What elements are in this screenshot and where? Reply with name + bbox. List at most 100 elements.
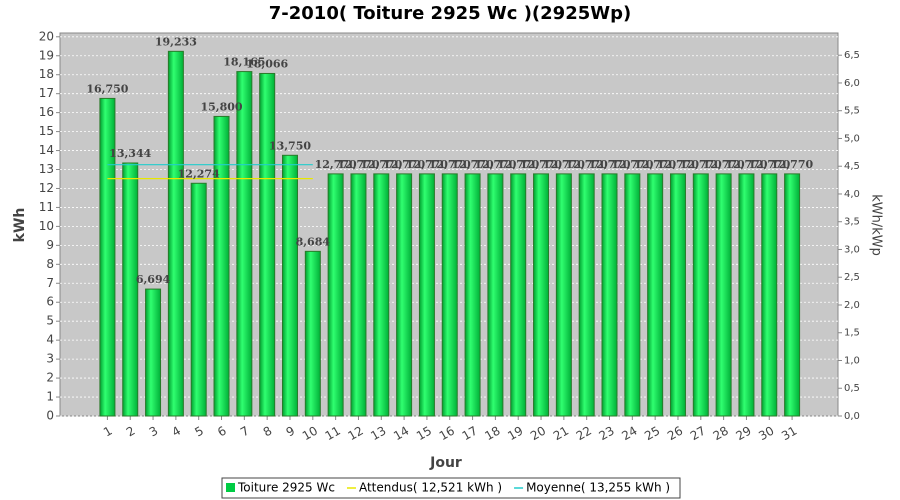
value-label: 8,684	[296, 235, 331, 248]
value-label: 12,770	[680, 158, 722, 171]
bar	[624, 173, 641, 417]
x-tick-label: 18	[482, 424, 502, 444]
bar	[784, 173, 801, 417]
x-tick-label: 9	[284, 424, 298, 440]
bar	[350, 173, 367, 417]
bar	[761, 173, 778, 417]
bar	[190, 182, 207, 417]
chart-title: 7-2010( Toiture 2925 Wc )(2925Wp)	[269, 3, 631, 24]
value-label: 12,770	[634, 158, 676, 171]
y2-tick-label: 1,5	[844, 328, 860, 339]
bar	[487, 173, 504, 417]
x-tick-label: 13	[368, 424, 388, 444]
x-tick-label: 21	[551, 424, 571, 444]
bar	[601, 173, 618, 417]
bar	[327, 173, 344, 417]
bar	[304, 250, 321, 417]
y2-tick-label: 6,0	[844, 78, 860, 89]
bar	[259, 72, 276, 417]
legend-swatch	[226, 483, 235, 492]
bar	[692, 173, 709, 417]
x-tick-label: 7	[238, 424, 252, 440]
bar	[213, 115, 230, 417]
bar	[578, 173, 595, 417]
bar	[533, 173, 550, 417]
y-tick-label: 11	[39, 200, 54, 214]
x-tick-label: 12	[345, 424, 365, 444]
y2-tick-label: 5,0	[844, 133, 860, 144]
y-tick-label: 3	[46, 352, 54, 366]
x-tick-label: 22	[574, 424, 594, 444]
bar	[738, 173, 755, 417]
y2-tick-label: 3,5	[844, 217, 860, 228]
value-label: 12,770	[543, 158, 585, 171]
value-label: 12,770	[315, 158, 357, 171]
value-label: 12,770	[611, 158, 653, 171]
y2-tick-label: 4,5	[844, 161, 860, 172]
x-tick-label: 16	[437, 424, 457, 444]
value-label: 6,694	[136, 273, 171, 286]
value-label: 12,770	[703, 158, 745, 171]
x-tick-label: 10	[300, 424, 320, 444]
y-tick-label: 20	[39, 29, 54, 43]
x-tick-label: 28	[711, 424, 731, 444]
value-label: 13,344	[109, 147, 151, 160]
bar	[510, 173, 527, 417]
x-tick-label: 30	[756, 424, 776, 444]
y2-tick-label: 2,5	[844, 272, 860, 283]
value-label: 16,750	[86, 82, 128, 95]
x-axis-title: Jour	[429, 455, 462, 471]
value-label: 12,274	[178, 167, 220, 180]
y2-tick-label: 3,0	[844, 244, 860, 255]
x-tick-label: 17	[460, 424, 480, 444]
x-tick-label: 5	[192, 424, 206, 440]
y-tick-label: 14	[39, 143, 54, 157]
x-tick-label: 3	[147, 424, 161, 440]
y2-tick-label: 0,5	[844, 383, 860, 394]
bar	[373, 173, 390, 417]
y-tick-label: 7	[46, 276, 54, 290]
x-tick-label: 27	[688, 424, 708, 444]
legend-label: Toiture 2925 Wc	[237, 481, 335, 495]
y-tick-label: 13	[39, 162, 54, 176]
x-tick-label: 26	[665, 424, 685, 444]
x-tick-label: 23	[597, 424, 617, 444]
bar	[167, 50, 184, 417]
value-label: 12,770	[725, 158, 767, 171]
y2-axis-title: kWh/kWp	[869, 194, 884, 256]
value-label: 13,750	[269, 139, 311, 152]
y-tick-label: 2	[46, 371, 54, 385]
value-label: 12,770	[497, 158, 539, 171]
value-label: 12,770	[657, 158, 699, 171]
bar	[441, 173, 458, 417]
y-tick-label: 6	[46, 295, 54, 309]
value-label: 12,770	[383, 158, 425, 171]
value-label: 18,165	[223, 56, 265, 69]
y2-tick-label: 5,5	[844, 106, 860, 117]
value-label: 18,066	[246, 57, 288, 70]
y-tick-label: 15	[39, 124, 54, 138]
value-label: 12,770	[520, 158, 562, 171]
y-axis-title: kWh	[12, 208, 28, 243]
bar	[555, 173, 572, 417]
bar	[464, 173, 481, 417]
y-tick-label: 9	[46, 238, 54, 252]
value-label: 12,770	[452, 158, 494, 171]
x-tick-label: 8	[261, 424, 275, 440]
y-tick-label: 19	[39, 48, 54, 62]
y-tick-label: 0	[46, 409, 54, 423]
value-label: 19,233	[155, 35, 197, 48]
y-tick-label: 16	[39, 105, 54, 119]
x-tick-label: 2	[124, 424, 138, 440]
value-label: 15,800	[200, 100, 242, 113]
value-label: 12,770	[337, 158, 379, 171]
bar	[99, 97, 116, 417]
x-tick-label: 15	[414, 424, 434, 444]
legend-label: Moyenne( 13,255 kWh )	[526, 481, 670, 495]
y-tick-label: 4	[46, 333, 54, 347]
bar	[715, 173, 732, 417]
bar	[418, 173, 435, 417]
y2-tick-label: 4,0	[844, 189, 860, 200]
x-tick-label: 11	[323, 424, 343, 444]
